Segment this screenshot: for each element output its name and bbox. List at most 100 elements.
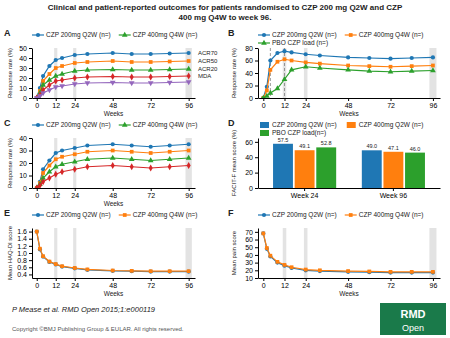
data-label: 46.0 (410, 146, 421, 152)
point (72, 158, 78, 163)
legend-swatch (260, 122, 269, 128)
point (130, 269, 134, 273)
plot-area (260, 48, 436, 98)
legend-label: CZP 400mg Q4W (n=) (133, 121, 198, 129)
point (129, 67, 135, 72)
point (41, 74, 45, 78)
point (187, 73, 191, 80)
x-axis-line (33, 98, 196, 99)
bar (383, 152, 403, 188)
y-tick-label: 60 (245, 57, 253, 64)
y-tick-mark (255, 142, 258, 143)
y-tick-label: 20 (19, 75, 27, 82)
x-tick-mark (37, 278, 38, 281)
y-tick: 20 (19, 75, 32, 82)
y-tick-mark (29, 88, 32, 89)
x-tick: 0 (262, 278, 266, 289)
legend-marker (122, 32, 128, 37)
y-tick-mark (255, 263, 258, 264)
panel-title: C (4, 118, 11, 128)
y-tick: 60 (245, 139, 258, 146)
point (85, 156, 91, 161)
point (304, 52, 308, 56)
y-tick: 10 (19, 85, 32, 92)
data-label: 57.5 (278, 137, 289, 143)
y-tick-label: 0.8 (17, 257, 27, 264)
x-tick-mark (113, 98, 114, 101)
point (168, 150, 172, 154)
point (73, 146, 77, 150)
point (148, 81, 154, 86)
point (167, 81, 173, 86)
y-tick: 80 (245, 45, 258, 52)
line (37, 144, 189, 188)
point (148, 157, 154, 162)
x-tick-label: 96 (185, 282, 193, 289)
y-tick-mark (255, 48, 258, 49)
y-tick: 40 (19, 135, 32, 142)
legend-marker (36, 33, 40, 37)
point (85, 163, 89, 170)
y-tick-label: 80 (245, 45, 253, 52)
panel: 0204060Week 24Week 9657.549.049.147.152.… (228, 118, 441, 199)
x-tick-label: 0 (35, 282, 39, 289)
y-tick-label: 40 (245, 70, 253, 77)
point (283, 263, 287, 267)
y-tick-mark (29, 246, 32, 247)
line (263, 233, 433, 271)
point (85, 143, 89, 147)
subtitle: P Mease et al. RMD Open 2015;1:e000119 (12, 305, 156, 314)
y-tick: 0 (23, 95, 32, 102)
y-tick: 10 (245, 275, 258, 282)
point (186, 80, 192, 85)
plot-area (273, 144, 425, 188)
point (275, 85, 281, 90)
title-line: Clinical and patient-reported outcomes f… (48, 3, 403, 12)
point (303, 63, 309, 68)
x-tick-label: 72 (387, 282, 395, 289)
point (261, 232, 265, 236)
plot-area (34, 138, 192, 188)
point (389, 270, 393, 274)
x-tick-label: 0 (262, 282, 266, 289)
x-tick: 12 (281, 278, 289, 289)
x-axis: 01224487296 (33, 278, 196, 289)
shaded-range (429, 228, 436, 278)
legend-item: PBO CZP load(n=) (260, 129, 326, 137)
y-tick-mark (255, 157, 258, 158)
x-tick-mark (433, 278, 434, 281)
x-tick-mark (304, 188, 305, 191)
y-tick-mark (29, 239, 32, 240)
y-tick: 30 (19, 147, 32, 154)
x-tick: 0 (35, 188, 39, 199)
y-tick-label: 0 (23, 185, 27, 192)
point (187, 142, 191, 146)
legend-item: CZP 200mg Q2W (n=) (260, 121, 337, 129)
y-tick-label: 0.4 (17, 271, 27, 278)
y-tick-mark (29, 176, 32, 177)
panel: 0.40.60.81.01.21.41.601224487296WeeksMea… (4, 208, 197, 297)
legend-label: CZP 200mg Q2W (n=) (272, 31, 337, 39)
x-tick-label: 0 (262, 102, 266, 109)
point (268, 68, 272, 72)
point (290, 59, 294, 63)
y-axis-title: Mean pain score (231, 230, 237, 275)
x-axis-line (259, 188, 441, 189)
point (47, 260, 51, 264)
y-tick-mark (29, 232, 32, 233)
legend-item: CZP 400mg Q2W (n=) (347, 121, 424, 129)
point (73, 166, 77, 173)
y-axis-line (32, 229, 33, 279)
legend-marker (36, 213, 40, 217)
point (367, 64, 371, 68)
line (37, 158, 189, 188)
y-tick: 0 (249, 95, 258, 102)
x-tick: 24 (71, 98, 79, 109)
point (130, 269, 134, 273)
y-axis: 0.40.60.81.01.21.41.6 (17, 228, 32, 278)
panel-title: B (228, 28, 235, 38)
x-tick-label: 12 (281, 102, 289, 109)
y-tick-mark (255, 247, 258, 248)
y-axis-line (32, 139, 33, 189)
panel: 1020304050607001224487296WeeksMean pain … (228, 208, 441, 297)
